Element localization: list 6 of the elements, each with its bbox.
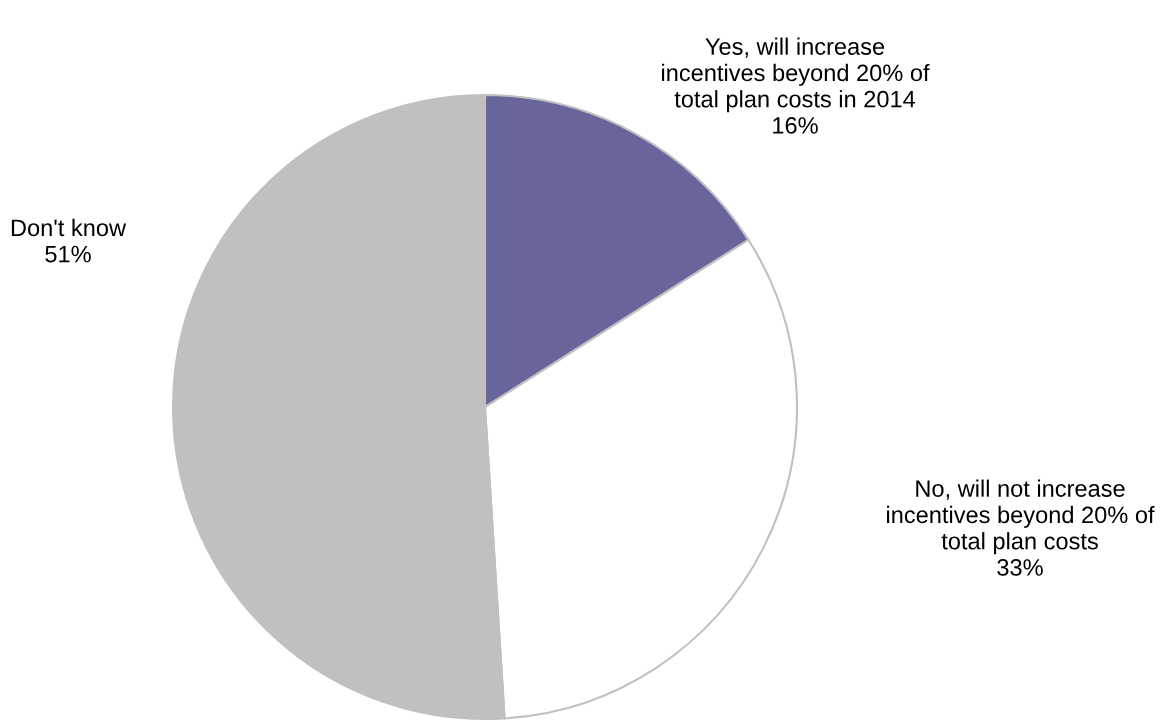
slice-label: Yes, will increase incentives beyond 20% of total plan costs in 2014: [662, 37, 930, 113]
slice-label: Don't know: [11, 218, 127, 237]
data-label: 16%: [773, 117, 818, 134]
data-label: 51%: [45, 245, 91, 263]
slice-label: No, will not increase incentives beyond 20% of total plan costs: [887, 479, 1155, 555]
data-label: 33%: [997, 559, 1043, 576]
